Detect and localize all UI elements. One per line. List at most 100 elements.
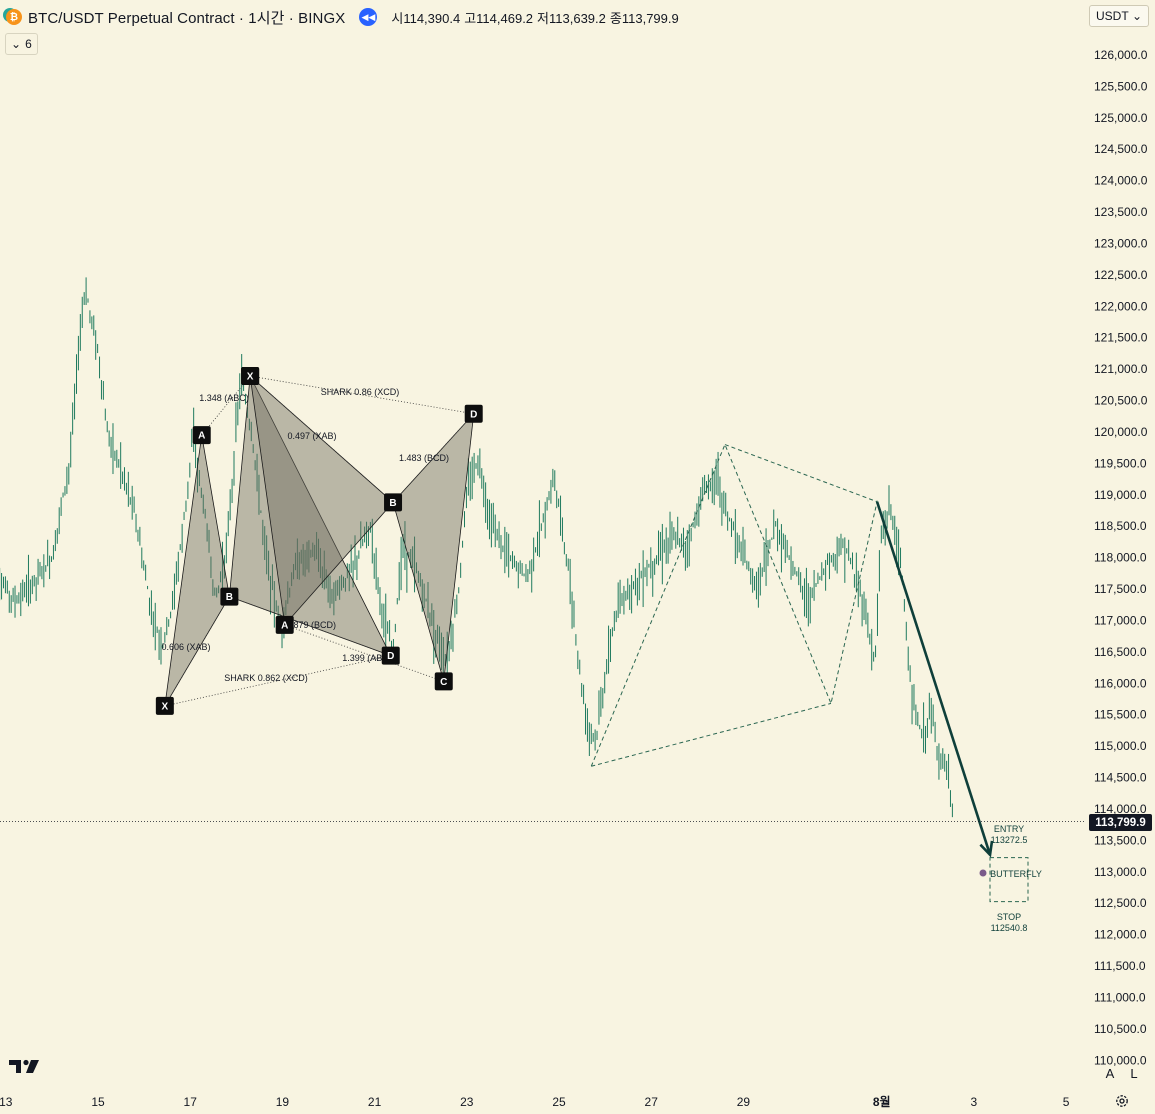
projection-ac-line — [724, 444, 878, 503]
projection-xb-line — [591, 702, 832, 767]
x-tick-label: 13 — [0, 1095, 13, 1109]
y-tick-label: 124,000.0 — [1094, 174, 1148, 188]
chevron-down-icon: ⌄ — [1131, 9, 1142, 23]
pattern-point-marker — [241, 367, 260, 386]
pattern-point-label: X — [162, 701, 169, 712]
low-value: 저113,639.2 — [537, 10, 606, 26]
pattern-point-label: A — [281, 620, 288, 631]
open-value: 시114,390.4 — [391, 10, 461, 26]
log-scale-button[interactable]: L — [1130, 1065, 1138, 1081]
pattern-ratio-label: 1.483 (BCD) — [399, 453, 449, 463]
y-tick-label: 110,500.0 — [1094, 1022, 1147, 1036]
pattern-point-marker — [155, 696, 174, 715]
stop-price: 112540.8 — [991, 923, 1028, 933]
y-tick-label: 114,000.0 — [1094, 802, 1147, 816]
currency-label: USDT — [1096, 9, 1129, 23]
projection-arrow-head — [979, 840, 994, 858]
pattern-dot — [979, 869, 987, 877]
y-tick-label: 121,000.0 — [1094, 362, 1148, 376]
harmonic-patterns: 0.606 (XAB) 1.348 (ABC) 1.399 (ABC) SHARK 0… — [155, 367, 483, 715]
pattern-ratio-label: 0.606 (XAB) — [161, 642, 210, 652]
y-tick-label: 117,500.0 — [1094, 582, 1147, 596]
pattern-bd-line — [392, 413, 475, 503]
tradingview-logo[interactable] — [9, 1057, 41, 1075]
y-tick-label: 122,500.0 — [1094, 268, 1148, 282]
pattern-point-label: D — [387, 651, 394, 662]
y-tick-label: 112,000.0 — [1094, 928, 1147, 942]
pattern-point-marker — [381, 646, 400, 665]
pattern-point-label: C — [440, 677, 447, 688]
pattern-point-marker — [464, 404, 483, 423]
indicator-count: 6 — [25, 37, 32, 51]
gear-icon[interactable] — [1113, 1092, 1131, 1110]
y-tick-label: 124,500.0 — [1094, 142, 1148, 156]
y-tick-label: 116,000.0 — [1094, 676, 1147, 690]
y-tick-label: 126,000.0 — [1094, 48, 1148, 62]
chart-header: ₿ BTC/USDT Perpetual Contract · 1시간 · BI… — [6, 6, 679, 28]
pattern-point-marker — [434, 672, 453, 691]
y-tick-label: 120,000.0 — [1094, 425, 1148, 439]
y-tick-label: 119,500.0 — [1094, 456, 1147, 470]
y-tick-label: 115,000.0 — [1094, 739, 1147, 753]
pattern-triangle-bcd — [228, 374, 392, 657]
price-axis: 110,000.0 110,500.0 111,000.0 111,500.0 112,… — [0, 48, 1148, 1067]
rewind-icon[interactable]: ◀◀ — [359, 8, 378, 26]
pattern-point-marker — [220, 587, 239, 606]
x-tick-label: 15 — [91, 1095, 105, 1109]
bitcoin-icon: ₿ — [6, 9, 22, 25]
pattern-ac-line — [201, 375, 251, 436]
x-tick-label: 8월 — [873, 1094, 891, 1109]
pattern-xd-line — [164, 655, 391, 707]
y-tick-label: 112,500.0 — [1094, 896, 1147, 910]
pattern-point-label: D — [470, 409, 477, 420]
y-tick-label: 118,500.0 — [1094, 519, 1147, 533]
y-tick-label: 121,500.0 — [1094, 331, 1148, 345]
stop-label: STOP — [997, 912, 1021, 922]
symbol-title[interactable]: BTC/USDT Perpetual Contract · 1시간 · BING… — [28, 9, 346, 27]
y-tick-label: 115,500.0 — [1094, 708, 1147, 722]
y-tick-label: 120,500.0 — [1094, 394, 1148, 408]
pattern-point-label: B — [226, 592, 233, 603]
chevron-down-icon: ⌄ — [11, 37, 22, 51]
pattern-ratio-label: 1.348 (ABC) — [199, 393, 249, 403]
y-tick-label: 123,500.0 — [1094, 205, 1148, 219]
pattern-point-label: A — [198, 431, 205, 442]
candles — [0, 277, 953, 818]
pattern-point-marker — [384, 493, 403, 512]
x-tick-label: 29 — [737, 1095, 751, 1109]
x-tick-label: 27 — [645, 1095, 659, 1109]
y-tick-label: 118,000.0 — [1094, 551, 1147, 565]
y-tick-label: 114,500.0 — [1094, 771, 1147, 785]
x-tick-label: 5 — [1063, 1095, 1070, 1109]
entry-label: ENTRY — [994, 824, 1024, 834]
pattern-triangle-xab — [249, 375, 394, 626]
entry-price: 113272.5 — [991, 835, 1028, 845]
indicator-toggle-button[interactable]: ⌄ 6 — [5, 33, 38, 55]
pattern-ratio-label: 1.399 (ABC) — [342, 653, 392, 663]
x-tick-label: 19 — [276, 1095, 290, 1109]
y-tick-label: 123,000.0 — [1094, 236, 1148, 250]
pattern-ratio-label: SHARK 0.86 (XCD) — [321, 387, 400, 397]
y-tick-label: 125,500.0 — [1094, 79, 1148, 93]
pattern-ac-line — [284, 624, 444, 682]
y-tick-label: 110,000.0 — [1094, 1053, 1147, 1067]
auto-scale-button[interactable]: A — [1105, 1065, 1115, 1081]
projection-zigzag — [590, 443, 991, 855]
y-tick-label: 113,000.0 — [1094, 865, 1147, 879]
last-price-badge: 113,799.9 — [1089, 814, 1152, 831]
pattern-xb-line — [164, 596, 230, 707]
pattern-triangle-xab — [164, 435, 230, 707]
y-tick-label: 113,500.0 — [1094, 833, 1147, 847]
y-tick-label: 116,500.0 — [1094, 645, 1147, 659]
pattern-ratio-label: 0.879 (BCD) — [286, 620, 336, 630]
pattern-ratio-label: 0.497 (XAB) — [287, 431, 336, 441]
butterfly-label: BUTTERFLY — [990, 869, 1042, 879]
pattern-triangle-bcd — [392, 412, 475, 682]
pattern-point-label: B — [389, 498, 396, 509]
stop-zone-box — [989, 857, 1029, 903]
y-tick-label: 119,000.0 — [1094, 488, 1147, 502]
currency-select[interactable]: USDT ⌄ — [1089, 5, 1149, 27]
x-tick-label: 23 — [460, 1095, 474, 1109]
